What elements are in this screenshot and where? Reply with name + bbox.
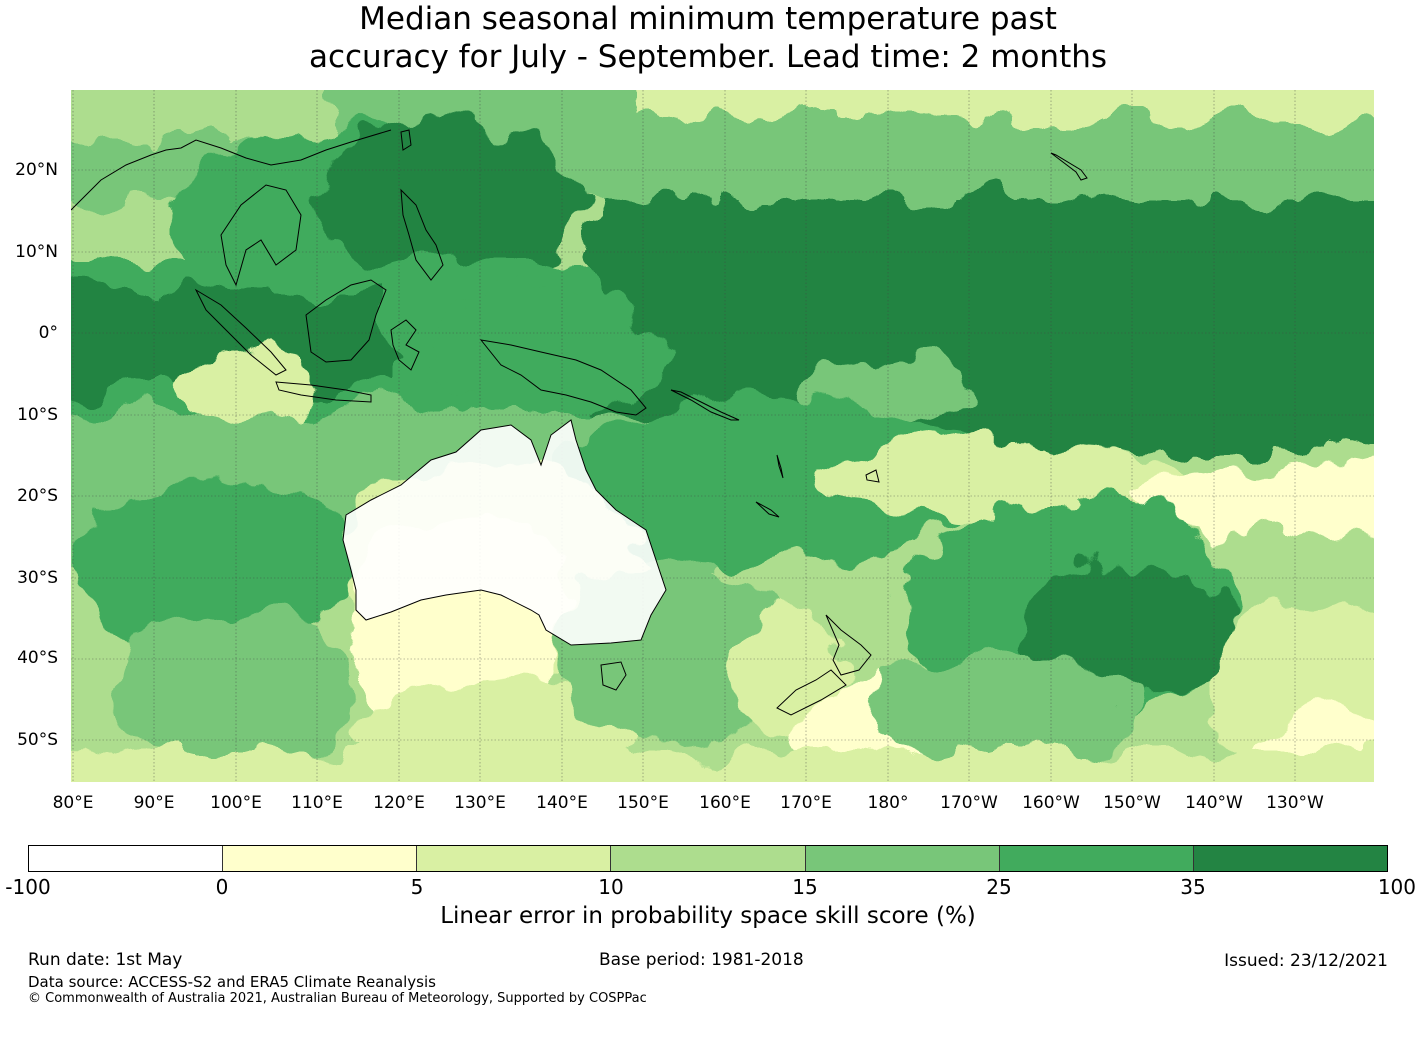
lon-label-120e: 120°E: [373, 793, 425, 813]
copyright: © Commonwealth of Australia 2021, Austra…: [28, 991, 647, 1006]
base-period: Base period: 1981-2018: [599, 950, 804, 970]
sumatra-coast: [194, 288, 287, 376]
lon-label-170w: 170°W: [940, 793, 998, 813]
lon-label-110e: 110°E: [291, 793, 343, 813]
java-coast: [275, 381, 372, 403]
lon-label-130e: 130°E: [454, 793, 506, 813]
new-guinea-coast: [479, 339, 647, 416]
lon-label-100e: 100°E: [210, 793, 262, 813]
data-source: Data source: ACCESS-S2 and ERA5 Climate …: [28, 973, 436, 991]
vanuatu-coast: [776, 454, 784, 479]
colorbar-segment: [805, 846, 1000, 871]
colorbar-segment: [417, 846, 612, 871]
lat-label-10s: 10°S: [17, 405, 58, 425]
colorbar-tick: 5: [410, 875, 424, 899]
new-zealand-south: [776, 669, 847, 716]
new-caledonia-coast: [755, 501, 780, 518]
tasmania-coast: [600, 661, 627, 691]
map-title: Median seasonal minimum temperature past…: [0, 0, 1416, 76]
colorbar-segment: [999, 846, 1194, 871]
borneo-coast: [305, 279, 387, 363]
lat-label-30s: 30°S: [17, 568, 58, 588]
philippines-coast: [400, 188, 444, 281]
lat-label-10n: 10°N: [15, 242, 58, 262]
colorbar-label: Linear error in probability space skill …: [440, 903, 976, 929]
colorbar: [28, 845, 1388, 872]
lon-label-160e: 160°E: [699, 793, 751, 813]
colorbar-segment: [611, 846, 806, 871]
colorbar-tick: 15: [792, 875, 818, 899]
colorbar-tick: -100: [5, 875, 51, 899]
taiwan-coast: [400, 129, 412, 151]
colorbar-segment: [223, 846, 418, 871]
lat-label-20n: 20°N: [15, 160, 58, 180]
lat-label-40s: 40°S: [17, 648, 58, 668]
colorbar-tick: 100: [1377, 875, 1416, 899]
lon-label-150e: 150°E: [617, 793, 669, 813]
lon-label-130w: 130°W: [1266, 793, 1324, 813]
hawaii-coast: [1050, 152, 1088, 181]
lon-label-80e: 80°E: [52, 793, 94, 813]
issued-date: Issued: 23/12/2021: [1224, 951, 1388, 971]
lat-label-20s: 20°S: [17, 486, 58, 506]
title-line-1: Median seasonal minimum temperature past: [359, 1, 1057, 37]
colorbar-tick: 25: [986, 875, 1012, 899]
fiji-coast: [865, 469, 880, 483]
colorbar-tick: 35: [1180, 875, 1206, 899]
solomon-coast: [670, 389, 740, 421]
lat-label-50s: 50°S: [17, 730, 58, 750]
indochina-coast: [220, 184, 302, 287]
sulawesi-coast: [390, 319, 420, 371]
skill-score-map: [71, 90, 1374, 782]
run-date: Run date: 1st May: [28, 950, 183, 970]
lon-label-150w: 150°W: [1103, 793, 1161, 813]
skill-field: [71, 90, 1374, 782]
lon-label-180: 180°: [867, 793, 909, 813]
lon-label-140e: 140°E: [536, 793, 588, 813]
lon-label-170e: 170°E: [780, 793, 832, 813]
lat-label-0: 0°: [38, 323, 58, 343]
australia-coast: [342, 419, 667, 646]
colorbar-tick: 0: [215, 875, 229, 899]
title-line-2: accuracy for July - September. Lead time…: [308, 39, 1108, 75]
colorbar-tick: 10: [598, 875, 624, 899]
graticule: [71, 90, 1374, 782]
colorbar-segment: [29, 846, 224, 871]
colorbar-segment: [1193, 846, 1387, 871]
coastlines: [71, 129, 1088, 716]
asia-mainland-coast: [71, 129, 392, 211]
lon-label-160w: 160°W: [1022, 793, 1080, 813]
lon-label-90e: 90°E: [133, 793, 175, 813]
lon-label-140w: 140°W: [1185, 793, 1243, 813]
new-zealand-north: [825, 614, 872, 676]
